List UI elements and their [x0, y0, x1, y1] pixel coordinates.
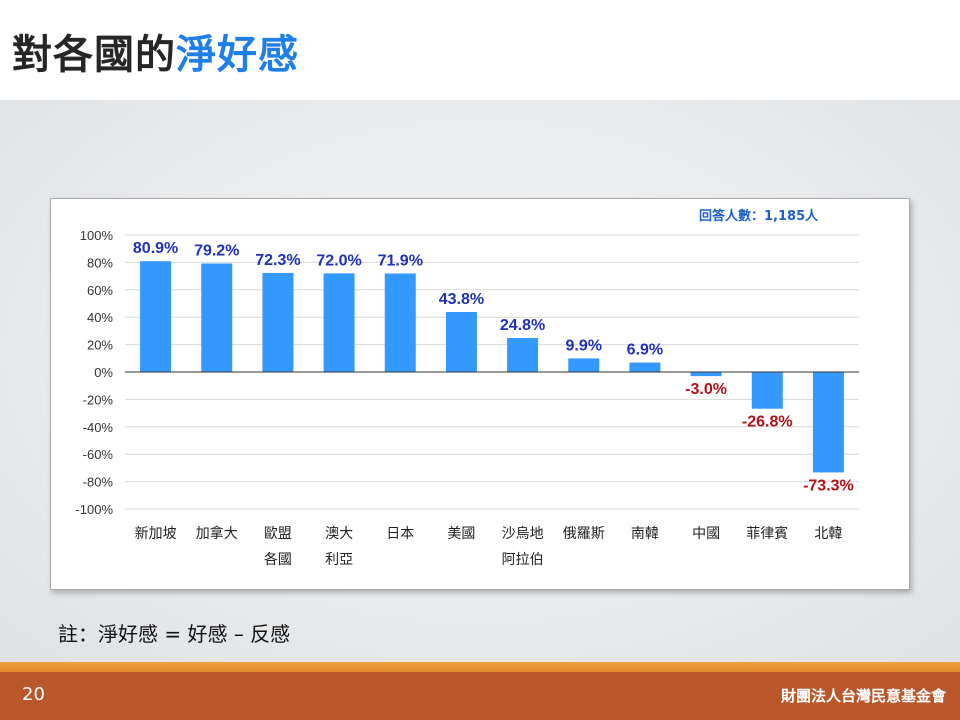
bar [629, 362, 661, 372]
y-tick-label: -40% [83, 420, 114, 435]
category-label: 新加坡 [135, 526, 177, 542]
bar [384, 273, 416, 372]
category-label: 俄羅斯 [563, 526, 605, 542]
data-label: 24.8% [500, 317, 545, 334]
bar [323, 273, 355, 372]
category-label: 利亞 [325, 552, 353, 568]
footnote: 註：淨好感 = 好感 – 反感 [58, 622, 291, 646]
footer-accent-band [0, 662, 960, 672]
organization-name: 財團法人台灣民意基金會 [780, 687, 946, 705]
y-tick-label: 80% [87, 255, 113, 270]
category-label: 加拿大 [196, 525, 238, 542]
data-label: 72.3% [255, 252, 300, 269]
chart-frame: 100% 80% 60% 40% 20% 0% -20% -40% -60% -80% -100% 8… [50, 198, 910, 590]
y-tick-label: 40% [87, 310, 113, 325]
data-label: 9.9% [566, 337, 602, 354]
y-tick-label: -20% [83, 392, 114, 407]
data-label: 79.2% [194, 242, 239, 259]
bar [751, 372, 783, 409]
data-label: 72.0% [316, 252, 361, 269]
bar [140, 261, 172, 372]
data-label: 71.9% [378, 252, 423, 269]
data-label: 43.8% [439, 291, 484, 308]
data-label: 80.9% [133, 240, 178, 257]
data-label: -3.0% [685, 381, 727, 398]
category-label: 美國 [447, 526, 475, 542]
data-label: 6.9% [627, 342, 663, 359]
net-favorability-bar-chart: 100% 80% 60% 40% 20% 0% -20% -40% -60% -80% -100% 8… [75, 208, 859, 568]
bar [445, 311, 477, 372]
category-label: 歐盟 [264, 526, 292, 542]
data-label: -26.8% [742, 414, 793, 431]
y-tick-label: -80% [83, 475, 114, 490]
footer-bar: 20 財團法人台灣民意基金會 [0, 672, 960, 720]
y-tick-label: 0% [94, 365, 113, 380]
title-highlight: 淨好感 [176, 32, 299, 78]
bar [690, 372, 722, 377]
category-label: 沙烏地 [502, 525, 544, 542]
title-bar: 對各國的淨好感 [0, 0, 960, 100]
y-tick-label: 20% [87, 338, 113, 353]
category-label: 中國 [692, 526, 720, 542]
bar [262, 272, 294, 372]
bar [201, 263, 233, 372]
y-tick-label: -100% [75, 502, 113, 517]
category-label: 各國 [264, 552, 292, 568]
category-label: 菲律賓 [746, 525, 788, 542]
bar [568, 358, 600, 372]
respondent-count-annotation: 回答人數：1,185人 [699, 208, 819, 224]
category-label: 日本 [386, 526, 414, 542]
y-tick-label: 60% [87, 283, 113, 298]
data-label: -73.3% [803, 477, 854, 494]
title-main: 對各國的 [12, 32, 176, 78]
category-label: 南韓 [631, 526, 659, 542]
category-label: 北韓 [814, 526, 842, 542]
bar [812, 372, 844, 473]
bar [507, 338, 539, 372]
category-label: 阿拉伯 [502, 552, 544, 568]
y-tick-label: 100% [80, 228, 114, 243]
page-number: 20 [22, 684, 45, 705]
category-label: 澳大 [325, 526, 353, 542]
slide-title: 對各國的淨好感 [12, 22, 299, 80]
y-tick-label: -60% [83, 447, 114, 462]
